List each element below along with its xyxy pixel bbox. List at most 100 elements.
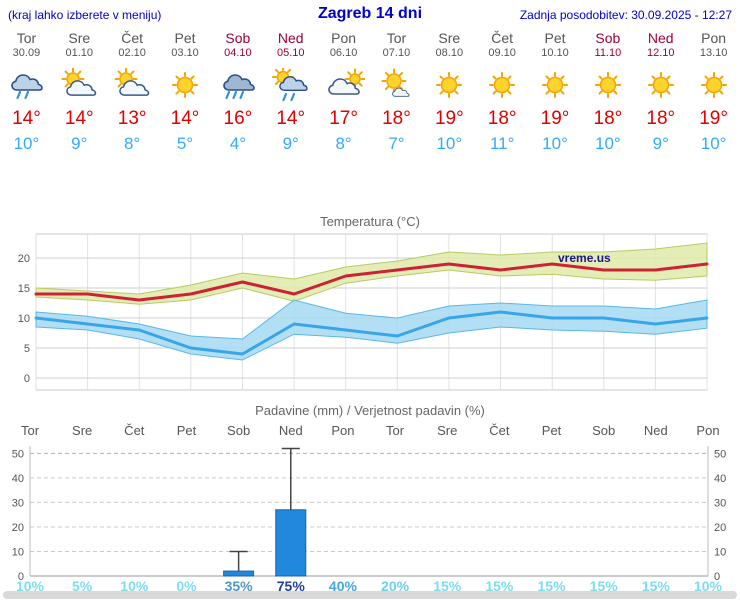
precip-day-label: Sob xyxy=(227,423,251,438)
svg-text:5: 5 xyxy=(24,343,30,355)
day-name: Sob xyxy=(225,30,251,46)
precip-probability: 10% xyxy=(120,578,149,594)
temp-min: 11° xyxy=(489,134,515,153)
header: (kraj lahko izberete v meniju) Zagreb 14… xyxy=(0,3,740,27)
temp-max: 16° xyxy=(223,108,253,129)
day-name: Sre xyxy=(68,30,91,46)
temperature-chart-title: Temperatura (°C) xyxy=(320,214,420,229)
precip-probability: 10% xyxy=(15,578,45,594)
day-date: 04.10 xyxy=(224,47,252,59)
svg-text:20: 20 xyxy=(714,522,726,534)
weather-sun-rain-icon xyxy=(264,60,317,106)
day-column: Pet 10.10 19° 10° xyxy=(529,30,582,158)
weather-partly-cloudy-icon xyxy=(106,60,159,106)
day-column: Čet 09.10 18° 11° xyxy=(476,30,529,158)
precip-day-label: Pon xyxy=(331,423,355,438)
temp-min: 7° xyxy=(388,134,405,153)
svg-text:0: 0 xyxy=(24,373,30,385)
svg-text:10: 10 xyxy=(12,546,24,558)
day-name: Tor xyxy=(16,30,37,46)
precip-day-label: Čet xyxy=(489,423,510,438)
day-column: Sre 01.10 14° 9° xyxy=(53,30,106,158)
day-name: Pet xyxy=(174,30,196,46)
precip-probability: 15% xyxy=(641,578,670,594)
precip-probability: 0% xyxy=(176,578,197,594)
temp-min: 10° xyxy=(595,134,621,153)
forecast-days: Tor 30.09 14° 10° Sre 01.10 14° 9° Čet 02.10 13° 8°… xyxy=(0,30,740,158)
day-name: Pet xyxy=(544,30,566,46)
precip-probability: 15% xyxy=(589,578,618,594)
temp-min: 8° xyxy=(124,134,141,153)
day-date: 06.10 xyxy=(329,47,358,59)
day-name: Čet xyxy=(491,30,514,46)
temp-max: 18° xyxy=(593,108,623,129)
temp-max: 13° xyxy=(117,108,147,129)
day-date: 03.10 xyxy=(171,47,199,59)
precip-day-label: Sre xyxy=(72,423,93,438)
day-column: Ned 12.10 18° 9° xyxy=(634,30,687,158)
weather-cloud-rain-icon xyxy=(0,60,53,106)
temp-max: 19° xyxy=(699,108,728,129)
temp-max: 14° xyxy=(276,108,306,129)
weather-sunny-icon xyxy=(529,60,582,106)
svg-text:40: 40 xyxy=(714,473,726,485)
temp-max: 17° xyxy=(329,108,358,129)
day-date: 13.10 xyxy=(699,47,728,59)
weather-sunny-icon xyxy=(687,60,740,106)
svg-text:0: 0 xyxy=(18,571,24,583)
precip-probability: 15% xyxy=(433,578,462,594)
weather-sunny-icon xyxy=(423,60,476,106)
day-date: 30.09 xyxy=(12,47,41,59)
temp-max: 19° xyxy=(540,108,570,129)
svg-text:30: 30 xyxy=(12,497,24,509)
day-column: Pet 03.10 14° 5° xyxy=(159,30,212,158)
horizontal-scrollbar[interactable] xyxy=(3,591,737,599)
day-column: Pon 06.10 17° 8° xyxy=(317,30,370,158)
svg-text:30: 30 xyxy=(714,497,726,509)
last-update-label: Zadnja posodobitev: 30.09.2025 - 12:27 xyxy=(519,8,732,22)
temp-min: 8° xyxy=(335,134,352,153)
temp-max: 18° xyxy=(487,108,517,129)
day-column: Tor 30.09 14° 10° xyxy=(0,30,53,158)
day-name: Ned xyxy=(647,30,674,46)
precip-probability: 15% xyxy=(485,578,514,594)
precip-day-label: Čet xyxy=(124,423,145,438)
temp-max: 18° xyxy=(382,108,411,129)
precip-day-label: Pet xyxy=(541,423,562,438)
day-date: 09.10 xyxy=(488,47,516,59)
day-date: 10.10 xyxy=(541,47,569,59)
precip-day-label: Ned xyxy=(278,423,303,438)
precip-day-label: Tor xyxy=(20,423,40,438)
day-column: Čet 02.10 13° 8° xyxy=(106,30,159,158)
svg-text:50: 50 xyxy=(12,448,24,460)
precip-probability: 5% xyxy=(72,578,93,594)
day-name: Čet xyxy=(121,30,144,46)
precip-probability: 40% xyxy=(328,578,357,594)
svg-text:50: 50 xyxy=(714,448,726,460)
precip-probability: 15% xyxy=(537,578,566,594)
day-name: Sre xyxy=(438,30,461,46)
day-name: Tor xyxy=(386,30,407,46)
svg-text:20: 20 xyxy=(12,522,24,534)
precip-probability: 35% xyxy=(224,578,253,594)
day-column: Sob 11.10 18° 10° xyxy=(581,30,634,158)
temp-min: 5° xyxy=(176,134,194,153)
temp-min: 9° xyxy=(652,134,669,153)
svg-text:vreme.us: vreme.us xyxy=(558,251,611,265)
precip-day-label: Sob xyxy=(592,423,616,438)
weather-partly-cloudy-icon xyxy=(53,60,106,106)
svg-text:10: 10 xyxy=(18,313,30,325)
weather-sunny-icon xyxy=(476,60,529,106)
day-date: 12.10 xyxy=(646,47,675,59)
day-date: 08.10 xyxy=(435,47,464,59)
svg-text:15: 15 xyxy=(18,283,30,295)
precip-probabilities: 10% 5% 10% 0% 35% 75% 40% 20% 15% 15% 15% 15% 15% 10% xyxy=(0,578,740,594)
day-date: 11.10 xyxy=(594,47,622,59)
temp-min: 9° xyxy=(282,134,299,153)
day-name: Pon xyxy=(331,30,357,46)
precipitation-chart: 0 0 10 10 20 20 30 30 40 40 50 50 xyxy=(12,446,726,583)
day-date: 05.10 xyxy=(276,47,305,59)
day-date: 01.10 xyxy=(65,47,94,59)
temp-min: 4° xyxy=(229,134,246,153)
temp-min: 10° xyxy=(13,134,40,153)
